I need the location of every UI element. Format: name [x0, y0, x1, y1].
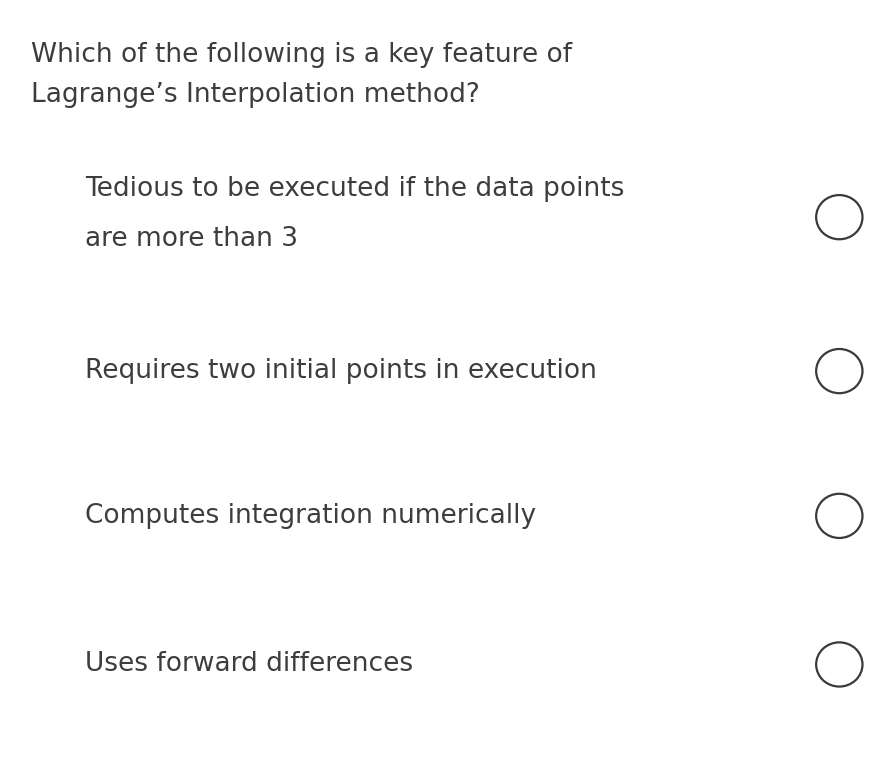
Text: Computes integration numerically: Computes integration numerically: [85, 503, 535, 529]
Ellipse shape: [816, 642, 862, 687]
Text: Tedious to be executed if the data points: Tedious to be executed if the data point…: [85, 176, 624, 202]
Text: Uses forward differences: Uses forward differences: [85, 652, 413, 677]
Ellipse shape: [816, 494, 862, 538]
Text: Lagrange’s Interpolation method?: Lagrange’s Interpolation method?: [31, 82, 480, 107]
Ellipse shape: [816, 195, 862, 239]
Text: are more than 3: are more than 3: [85, 226, 298, 252]
Text: Which of the following is a key feature of: Which of the following is a key feature …: [31, 42, 572, 68]
Text: Requires two initial points in execution: Requires two initial points in execution: [85, 358, 596, 384]
Ellipse shape: [816, 349, 862, 393]
